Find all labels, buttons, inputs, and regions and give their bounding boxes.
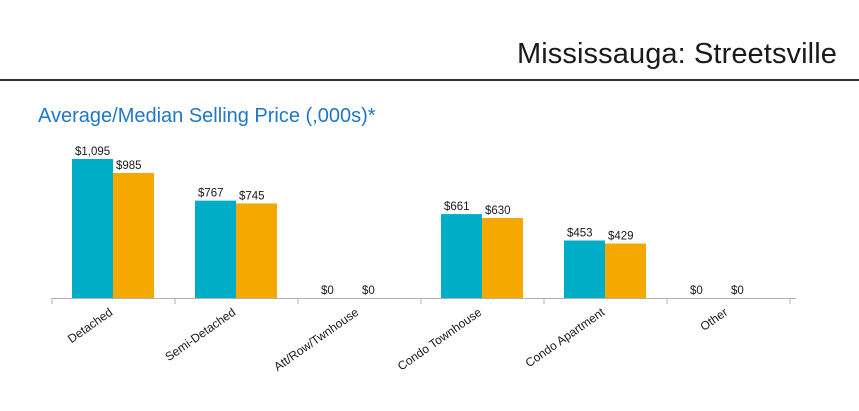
x-tick-label: Semi-Detached [162, 305, 238, 364]
data-label: $985 [116, 160, 142, 172]
x-tick-label: Condo Townhouse [395, 305, 485, 374]
chart-title: Average/Median Selling Price (,000s)* [38, 105, 376, 127]
data-label: $0 [321, 285, 334, 297]
bar-0-0 [72, 159, 113, 298]
data-label: $767 [198, 188, 224, 200]
data-label: $429 [608, 231, 634, 243]
data-label: $745 [239, 190, 265, 202]
bar-0-1 [195, 200, 236, 298]
data-label: $1,095 [75, 146, 110, 158]
bar-1-3 [482, 218, 523, 298]
data-label: $0 [731, 285, 744, 297]
data-label: $661 [444, 201, 470, 213]
data-label: $0 [690, 285, 703, 297]
bar-1-4 [605, 243, 646, 298]
x-tick-label: Att/Row/Twnhouse [271, 305, 361, 374]
bar-1-1 [236, 203, 277, 298]
data-label: $453 [567, 227, 593, 239]
bar-0-3 [441, 214, 482, 298]
x-tick-label: Detached [65, 305, 115, 346]
data-label: $0 [362, 285, 375, 297]
header-divider [0, 79, 859, 81]
bar-1-0 [113, 172, 154, 298]
page-title: Mississauga: Streetsville [517, 38, 837, 70]
bar-0-4 [564, 240, 605, 298]
x-tick-label: Condo Apartment [523, 305, 608, 370]
x-tick-label: Other [698, 305, 731, 334]
data-label: $630 [485, 205, 511, 217]
